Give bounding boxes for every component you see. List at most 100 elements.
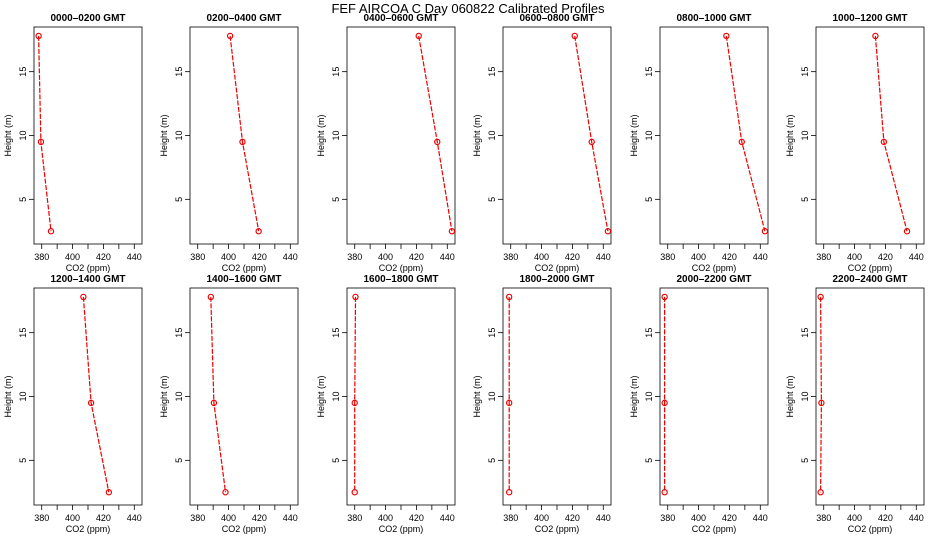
profile-point <box>415 32 422 40</box>
plot-frame <box>189 287 299 506</box>
x-tick-label: 420 <box>565 252 580 262</box>
x-tick-label: 400 <box>65 513 80 523</box>
y-tick-label: 10 <box>174 391 184 401</box>
y-tick-label: 5 <box>487 197 497 202</box>
profile-point <box>226 32 234 40</box>
y-tick-label: 15 <box>644 328 654 338</box>
panel-title: 1000–1200 GMT <box>832 13 907 24</box>
x-tick-label: 400 <box>847 252 862 262</box>
y-tick-label: 5 <box>800 197 810 202</box>
x-axis-label: CO2 (ppm) <box>692 524 737 534</box>
plot-frame <box>659 287 769 506</box>
y-tick-label: 5 <box>174 458 184 463</box>
y-axis-label: Height (m) <box>159 114 169 156</box>
panel-title: 0400–0600 GMT <box>363 13 438 24</box>
plot-frame <box>346 287 456 506</box>
profile-point <box>588 138 595 146</box>
y-axis-label: Height (m) <box>629 114 639 156</box>
profile-panel: 2200–2400 GMT 380 400 420 440 5 10 15 CO2 (ppm) H… <box>785 274 925 534</box>
profile-point <box>352 293 359 301</box>
x-axis-label: CO2 (ppm) <box>535 263 580 273</box>
y-axis-label: Height (m) <box>472 375 482 417</box>
y-axis-label: Height (m) <box>3 375 13 417</box>
profile-panel: 0600–0800 GMT 380 400 420 440 5 10 15 CO2 (ppm) H… <box>472 13 612 273</box>
x-tick-label: 420 <box>409 252 424 262</box>
profile-point <box>818 399 825 407</box>
y-tick-label: 10 <box>331 391 341 401</box>
y-tick-label: 15 <box>174 328 184 338</box>
profile-point <box>239 138 246 146</box>
y-tick-label: 5 <box>18 458 28 463</box>
y-tick-label: 15 <box>644 67 654 77</box>
x-tick-label: 400 <box>534 252 549 262</box>
x-axis-label: CO2 (ppm) <box>692 263 737 273</box>
x-tick-label: 420 <box>878 252 893 262</box>
x-tick-label: 440 <box>596 252 611 262</box>
panel-title: 1400–1600 GMT <box>206 274 281 285</box>
x-axis-label: CO2 (ppm) <box>222 263 267 273</box>
panel-title: 2200–2400 GMT <box>832 274 907 285</box>
plot-frame <box>33 287 143 506</box>
y-tick-label: 15 <box>18 67 28 77</box>
y-tick-label: 10 <box>18 130 28 140</box>
profile-point <box>434 138 441 146</box>
profile-point <box>255 228 262 235</box>
x-axis-label: CO2 (ppm) <box>66 524 111 534</box>
x-tick-label: 380 <box>816 252 831 262</box>
profile-line <box>418 35 453 232</box>
profile-point <box>207 293 215 301</box>
x-tick-label: 400 <box>378 513 393 523</box>
profile-point <box>880 138 888 146</box>
panel-title: 0800–1000 GMT <box>676 13 751 24</box>
y-tick-label: 10 <box>644 391 654 401</box>
x-tick-label: 440 <box>127 513 142 523</box>
y-tick-label: 15 <box>174 67 184 77</box>
y-tick-label: 10 <box>174 130 184 140</box>
profile-line <box>574 35 609 232</box>
profile-point <box>661 293 668 301</box>
profile-point <box>505 293 513 301</box>
y-tick-label: 5 <box>644 458 654 463</box>
profile-point <box>210 399 218 407</box>
profile-point <box>761 228 769 235</box>
plot-frame <box>346 26 456 245</box>
x-tick-label: 440 <box>283 513 298 523</box>
y-tick-label: 15 <box>18 328 28 338</box>
x-tick-label: 400 <box>691 513 706 523</box>
profile-point <box>872 32 879 40</box>
profile-point <box>351 489 358 496</box>
profile-point <box>35 32 42 40</box>
x-tick-label: 380 <box>816 513 831 523</box>
profile-point <box>571 32 578 40</box>
profile-panel: 1800–2000 GMT 380 400 420 440 5 10 15 CO2 (ppm) H… <box>472 274 612 534</box>
y-tick-label: 15 <box>800 328 810 338</box>
x-tick-label: 400 <box>221 513 236 523</box>
y-tick-label: 5 <box>331 458 341 463</box>
x-axis-label: CO2 (ppm) <box>848 263 893 273</box>
panel-title: 1200–1400 GMT <box>50 274 125 285</box>
plot-frame <box>502 26 612 245</box>
profile-line <box>210 296 227 493</box>
x-tick-label: 380 <box>347 252 362 262</box>
y-tick-label: 15 <box>800 67 810 77</box>
x-tick-label: 380 <box>190 513 205 523</box>
profile-panel: 1200–1400 GMT 380 400 420 440 5 10 15 CO2 (ppm) H… <box>3 274 143 534</box>
x-tick-label: 400 <box>847 513 862 523</box>
x-tick-label: 380 <box>34 513 49 523</box>
y-axis-label: Height (m) <box>159 375 169 417</box>
y-tick-label: 15 <box>331 67 341 77</box>
x-tick-label: 420 <box>722 513 737 523</box>
figure-title: FEF AIRCOA C Day 060822 Calibrated Profi… <box>331 1 605 16</box>
y-axis-label: Height (m) <box>316 114 326 156</box>
profile-line <box>874 35 908 232</box>
y-tick-label: 10 <box>800 391 810 401</box>
y-tick-label: 10 <box>800 130 810 140</box>
profile-line <box>82 296 110 493</box>
x-axis-label: CO2 (ppm) <box>66 263 111 273</box>
profile-panel: 1000–1200 GMT 380 400 420 440 5 10 15 CO2 (ppm) H… <box>785 13 925 273</box>
panel-title: 1800–2000 GMT <box>519 274 594 285</box>
x-tick-label: 440 <box>753 513 768 523</box>
x-tick-label: 380 <box>503 252 518 262</box>
profile-point <box>661 489 668 496</box>
panel-title: 1600–1800 GMT <box>363 274 438 285</box>
